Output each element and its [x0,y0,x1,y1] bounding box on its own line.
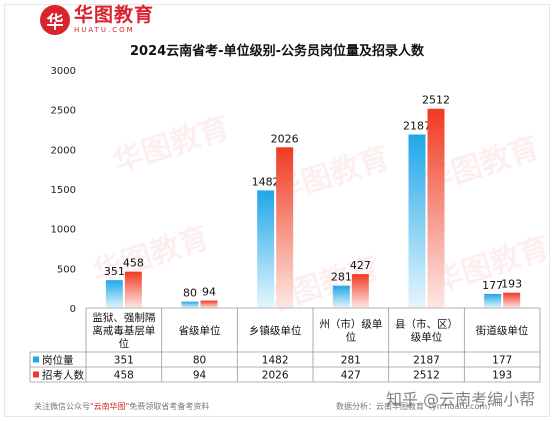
data-label: 1482 [252,175,280,188]
data-label: 351 [104,265,125,278]
data-label: 427 [350,259,371,272]
y-tick-label: 3000 [51,66,76,77]
footer-source: 数据分析：云南华图教育（yn.huatu.com） [336,402,496,411]
bar-positions [257,190,275,308]
category-label: 州（市）级单位 [319,318,382,344]
data-label: 281 [331,271,352,284]
logo-brand-en: HUATU.COM [74,26,135,34]
bar-positions [484,293,502,308]
data-label: 458 [123,257,144,270]
table-value: 2026 [262,370,289,382]
bar-hires [276,147,294,308]
bar-hires [200,300,218,308]
table-value: 2187 [413,355,440,367]
y-tick-label: 2500 [51,106,76,117]
footer-note-prefix: 关注微信公众号 [34,402,90,411]
table-value: 193 [492,370,512,382]
bar-positions [105,280,123,308]
table-value: 2512 [413,370,440,382]
y-tick-label: 500 [57,264,76,275]
data-label: 2187 [403,119,431,132]
legend-swatch [33,356,39,363]
legend-label: 招考人数 [42,369,84,382]
data-label: 177 [482,279,503,292]
y-tick-label: 1500 [51,185,76,196]
table-value: 177 [492,355,512,367]
category-label: 监狱、强制隔离戒毒基层单位 [92,311,155,350]
y-tick-label: 0 [70,304,76,315]
bar-hires [427,108,445,309]
chart-frame [4,4,550,417]
logo-brand-cn: 华图教育 [74,4,155,26]
category-label: 乡镇级单位 [249,324,302,337]
data-label: 80 [183,287,197,300]
data-label: 2026 [271,132,299,145]
data-label: 193 [501,278,522,291]
footer-note: 关注微信公众号"云南华图"免费领取省考备考资料 [34,401,209,412]
bar-hires [124,271,142,308]
category-label: 省级单位 [179,324,221,337]
table-value: 458 [114,370,134,382]
footer-note-highlight: "云南华图" [90,402,130,411]
y-tick-label: 2000 [51,145,76,156]
table-value: 427 [341,370,361,382]
table-value: 351 [114,355,134,367]
category-label: 县（市、区）级单位 [395,318,458,344]
huatu-logo-icon: 华 [40,5,70,35]
footer-note-suffix: 免费领取省考备考资料 [129,402,210,411]
bar-hires [503,292,521,308]
y-tick-label: 1000 [51,225,76,236]
table-value: 80 [193,355,206,367]
bar-positions [332,285,350,308]
legend-swatch [33,371,39,378]
zhihu-watermark: 知乎 @云南考编小帮 [386,390,536,409]
bar-positions [181,301,199,308]
huatu-logo: 华 华图教育 HUATU.COM [40,5,154,35]
chart-title: 2024云南省考-单位级别-公务员岗位量及招录人数 [130,44,424,59]
legend-label: 岗位量 [42,354,74,367]
category-label: 街道级单位 [476,324,529,337]
table-value: 94 [193,370,207,382]
table-value: 1482 [262,355,289,367]
bar-hires [351,274,369,308]
data-label: 2512 [422,94,450,107]
data-label: 94 [202,286,216,299]
table-value: 281 [341,355,361,367]
bar-positions [408,134,426,308]
